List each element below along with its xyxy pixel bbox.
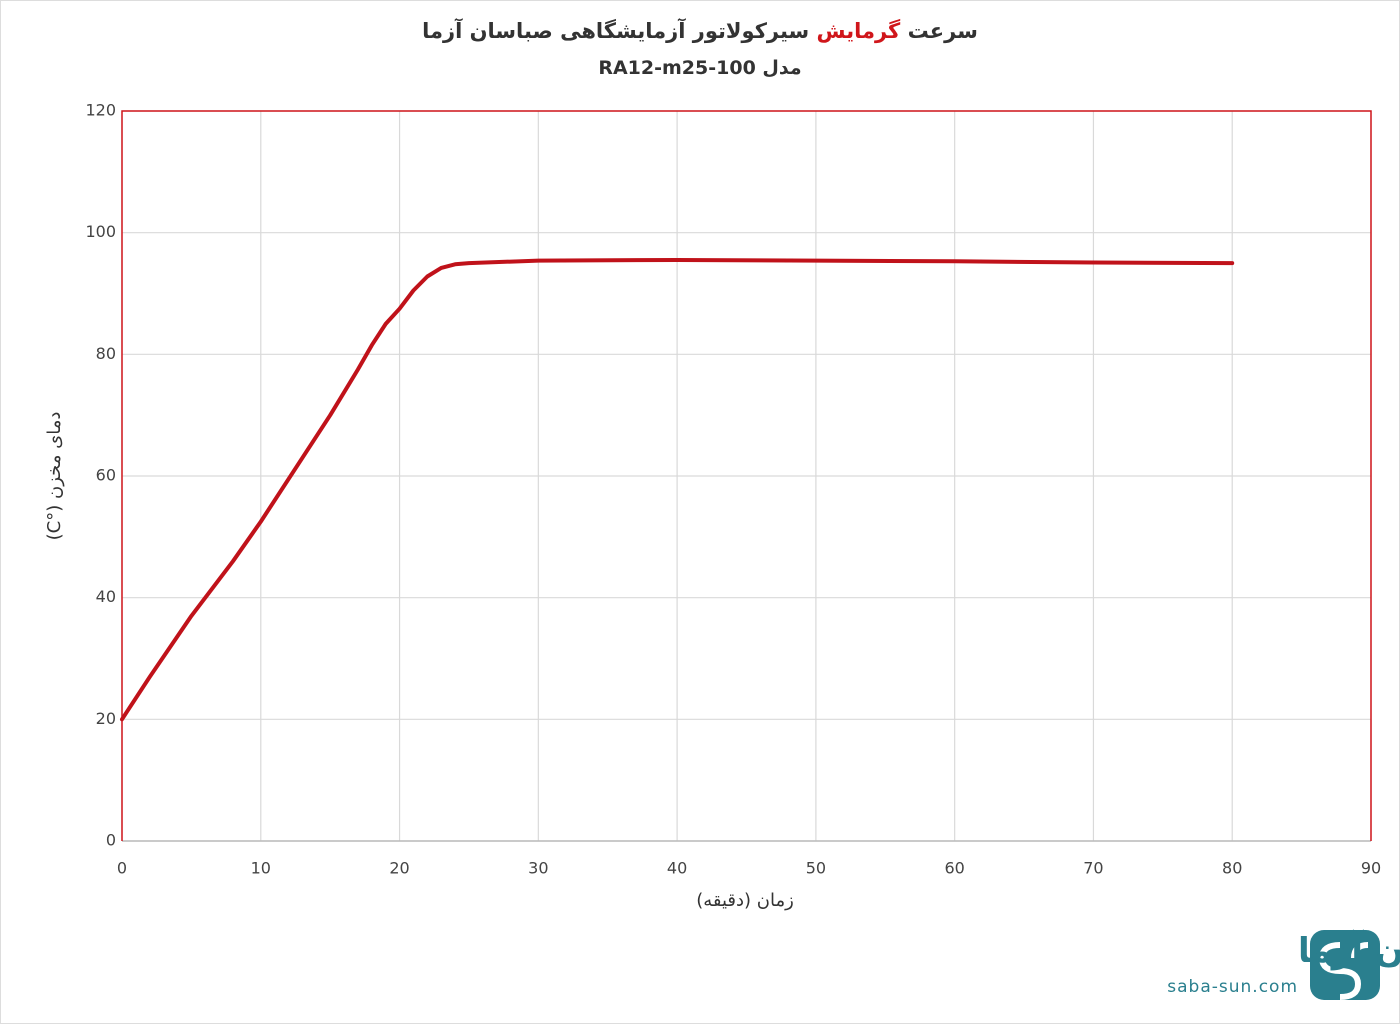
x-tick-label: 30: [528, 859, 548, 878]
logo-icon-shape: [1318, 942, 1362, 1000]
y-tick-label: 40: [96, 587, 116, 606]
logo: صباسان آزما saba-sun.com: [1167, 929, 1400, 1000]
data-line: [120, 258, 1235, 722]
y-tick-label: 80: [96, 344, 116, 363]
y-tick-label: 100: [85, 222, 116, 241]
y-axis-label: دمای مخزن (°C): [44, 412, 65, 541]
chart-title: سرعت گرمایش سیرکولاتور آزمایشگاهی صباسان…: [422, 18, 978, 43]
x-tick-label: 40: [667, 859, 687, 878]
x-tick-label: 70: [1083, 859, 1103, 878]
x-tick-label: 60: [944, 859, 964, 878]
logo-name: صباسان آزما: [1298, 929, 1400, 971]
y-tick-label: 0: [106, 831, 116, 850]
title-part: سرعت: [908, 19, 978, 43]
x-axis-label: زمان (دقیقه): [696, 890, 794, 911]
x-tick-label: 50: [806, 859, 826, 878]
logo-icon-shape: [1351, 942, 1369, 959]
title-part: سیرکولاتور آزمایشگاهی صباسان آزما: [422, 18, 809, 43]
x-tick-label: 90: [1361, 859, 1381, 878]
y-tick-label: 60: [96, 466, 116, 485]
x-tick-label: 10: [251, 859, 271, 878]
logo-url: saba-sun.com: [1167, 977, 1298, 997]
chart-subtitle: مدل RA12-m25-100: [598, 57, 801, 79]
y-tick-label: 20: [96, 709, 116, 728]
x-tick-label: 0: [117, 859, 127, 878]
y-tick-label: 120: [85, 101, 116, 120]
title-highlight: گرمایش: [817, 18, 902, 43]
x-tick-label: 80: [1222, 859, 1242, 878]
plot-frame: [121, 110, 1372, 841]
x-tick-label: 20: [389, 859, 409, 878]
